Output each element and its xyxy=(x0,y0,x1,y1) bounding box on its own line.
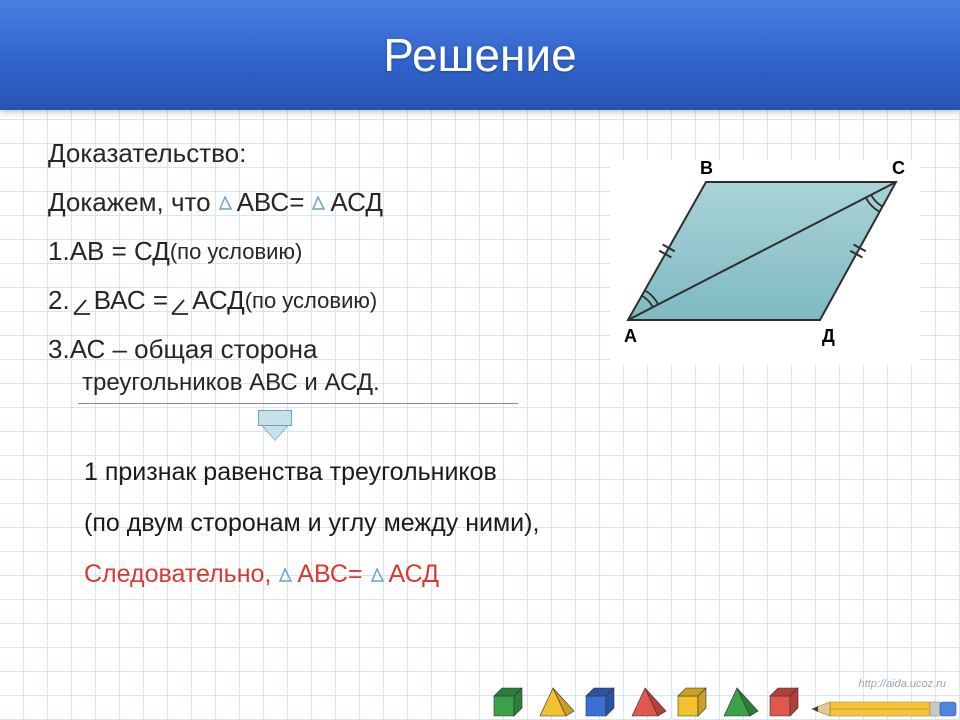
arrow-down-icon xyxy=(258,410,294,444)
footer-decoration xyxy=(0,668,960,720)
conclusion-line-1: 1 признак равенства треугольников xyxy=(84,458,920,487)
intro-prefix: Докажем, что xyxy=(48,187,211,218)
step1-num: 1. xyxy=(48,236,70,267)
triangle-icon xyxy=(369,568,385,582)
step1-body: АВ = СД xyxy=(70,236,170,267)
intro-left: АВС xyxy=(237,187,290,218)
triangle-icon xyxy=(310,196,326,210)
concl-left: АВС xyxy=(297,560,348,589)
angle-icon xyxy=(72,292,92,310)
conclusion-line-3: Следовательно, АВС = АСД xyxy=(84,560,920,589)
svg-text:Д: Д xyxy=(822,326,835,346)
step2-num: 2. xyxy=(48,285,70,316)
svg-text:А: А xyxy=(624,326,637,346)
svg-text:В: В xyxy=(700,160,713,178)
concl-right: АСД xyxy=(389,560,440,589)
watermark-text: http://aida.ucoz.ru xyxy=(859,678,946,690)
step3-num: 3. xyxy=(48,334,70,365)
triangle-icon xyxy=(217,196,233,210)
parallelogram-diagram: А В С Д xyxy=(610,160,920,365)
step2-cond: (по условию) xyxy=(245,288,377,314)
proof-step-3b: треугольников АВС и АСД. xyxy=(82,369,920,397)
conclusion-line-2: (по двум сторонам и углу между ними), xyxy=(84,509,920,538)
concl-eq: = xyxy=(348,560,363,589)
step2-right: АСД xyxy=(192,285,245,316)
intro-right: АСД xyxy=(330,187,383,218)
step2-left: ВАС = xyxy=(94,285,168,316)
triangle-icon xyxy=(277,568,293,582)
intro-eq: = xyxy=(289,187,304,218)
step3-line1: АС – общая сторона xyxy=(70,334,318,365)
step1-cond: (по условию) xyxy=(170,239,302,265)
angle-icon xyxy=(170,292,190,310)
slide-header: Решение xyxy=(0,0,960,110)
svg-text:С: С xyxy=(892,160,905,178)
therefore-text: Следовательно, xyxy=(84,560,271,589)
slide-title: Решение xyxy=(383,28,576,82)
divider-line xyxy=(78,403,518,404)
